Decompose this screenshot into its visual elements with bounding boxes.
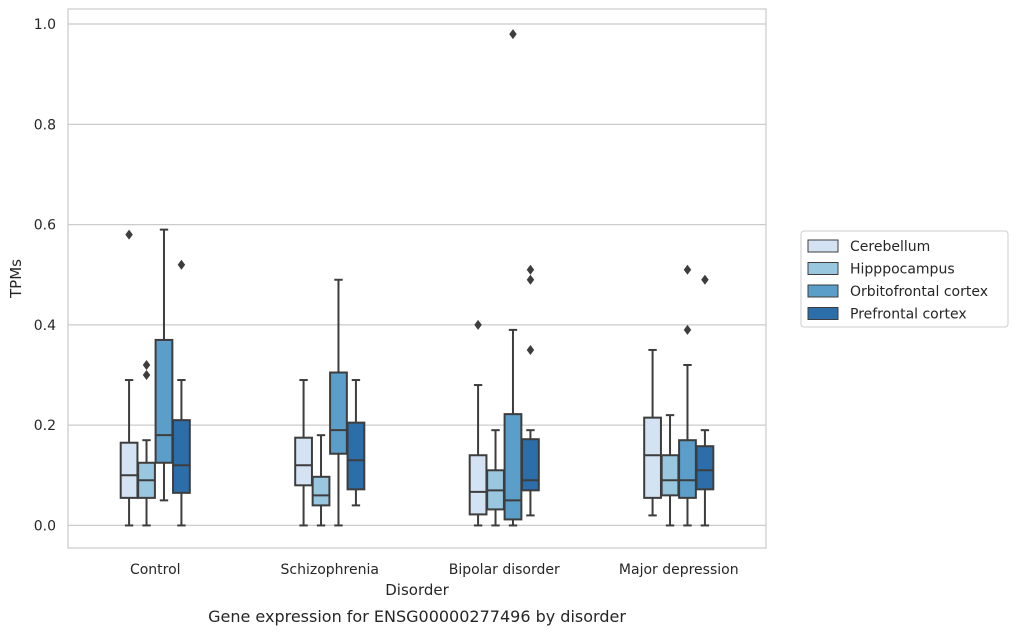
box-iqr bbox=[678, 439, 697, 499]
outlier-point bbox=[683, 324, 692, 335]
box-iqr bbox=[311, 475, 331, 507]
y-tick-labels: 0.0 0.2 0.4 0.6 0.8 1.0 bbox=[34, 17, 56, 534]
box-hipppocampus bbox=[137, 359, 156, 527]
x-tick-label: Major depression bbox=[619, 562, 739, 578]
outlier-point bbox=[526, 264, 535, 275]
legend-swatch bbox=[807, 262, 839, 275]
box-orbitofrontal-cortex bbox=[329, 278, 348, 527]
box-cerebellum bbox=[119, 229, 139, 527]
legend-label: Cerebellum bbox=[850, 239, 930, 255]
box-iqr bbox=[521, 438, 540, 492]
outlier-point bbox=[701, 274, 709, 285]
legend-swatch bbox=[807, 284, 839, 298]
outlier-point bbox=[142, 359, 151, 370]
outlier-point bbox=[125, 229, 133, 240]
outlier-point bbox=[683, 264, 692, 275]
legend-swatch bbox=[807, 239, 839, 253]
y-tick-label: 0.2 bbox=[34, 418, 56, 434]
box-cerebellum bbox=[643, 348, 662, 517]
y-tick-label: 0.0 bbox=[34, 518, 56, 534]
x-axis-label: Disorder bbox=[385, 581, 449, 599]
x-tick-label: Schizophrenia bbox=[281, 562, 379, 578]
box-iqr bbox=[695, 445, 715, 491]
x-tick-label: Control bbox=[130, 562, 181, 578]
y-tick-label: 0.4 bbox=[34, 318, 56, 334]
box-hipppocampus bbox=[660, 414, 680, 527]
box-iqr bbox=[119, 441, 139, 499]
x-tick-label: Bipolar disorder bbox=[449, 562, 560, 578]
outlier-point bbox=[526, 344, 535, 355]
outlier-point bbox=[526, 274, 535, 285]
box-prefrontal-cortex bbox=[521, 264, 540, 517]
y-tick-label: 0.6 bbox=[34, 218, 56, 234]
plot-frame bbox=[67, 8, 767, 549]
legend-label: Orbitofrontal cortex bbox=[850, 284, 988, 300]
box-iqr bbox=[346, 421, 366, 491]
box-iqr bbox=[172, 419, 191, 494]
box-hipppocampus bbox=[311, 434, 331, 527]
box-iqr bbox=[643, 416, 662, 499]
x-tick-labels: Control Schizophrenia Bipolar disorder Majo… bbox=[130, 562, 739, 578]
box-iqr bbox=[503, 413, 523, 521]
y-axis-label: TPMs bbox=[7, 259, 25, 299]
box-iqr bbox=[154, 338, 174, 464]
box-series-group bbox=[119, 29, 715, 527]
legend-label: Hipppocampus bbox=[850, 262, 955, 278]
legend-box bbox=[800, 230, 1009, 328]
legend-swatch bbox=[807, 307, 839, 320]
box-iqr bbox=[329, 371, 348, 455]
box-orbitofrontal-cortex bbox=[154, 228, 174, 502]
legend-label: Prefrontal cortex bbox=[850, 307, 967, 323]
box-prefrontal-cortex bbox=[172, 259, 191, 527]
outlier-point bbox=[177, 259, 186, 270]
outlier-point bbox=[509, 29, 517, 40]
box-cerebellum bbox=[468, 319, 488, 527]
box-cerebellum bbox=[294, 379, 313, 527]
box-iqr bbox=[294, 436, 313, 487]
outlier-point bbox=[142, 370, 151, 381]
legend: Cerebellum Hipppocampus Orbitofrontal cort… bbox=[800, 230, 1009, 328]
box-prefrontal-cortex bbox=[346, 379, 366, 507]
y-tick-label: 1.0 bbox=[34, 17, 56, 33]
outlier-point bbox=[474, 319, 482, 330]
box-iqr bbox=[468, 454, 488, 516]
y-tick-label: 0.8 bbox=[34, 117, 56, 133]
figure-caption: Gene expression for ENSG00000277496 by d… bbox=[208, 607, 626, 626]
box-iqr bbox=[660, 454, 680, 497]
box-prefrontal-cortex bbox=[695, 274, 715, 527]
